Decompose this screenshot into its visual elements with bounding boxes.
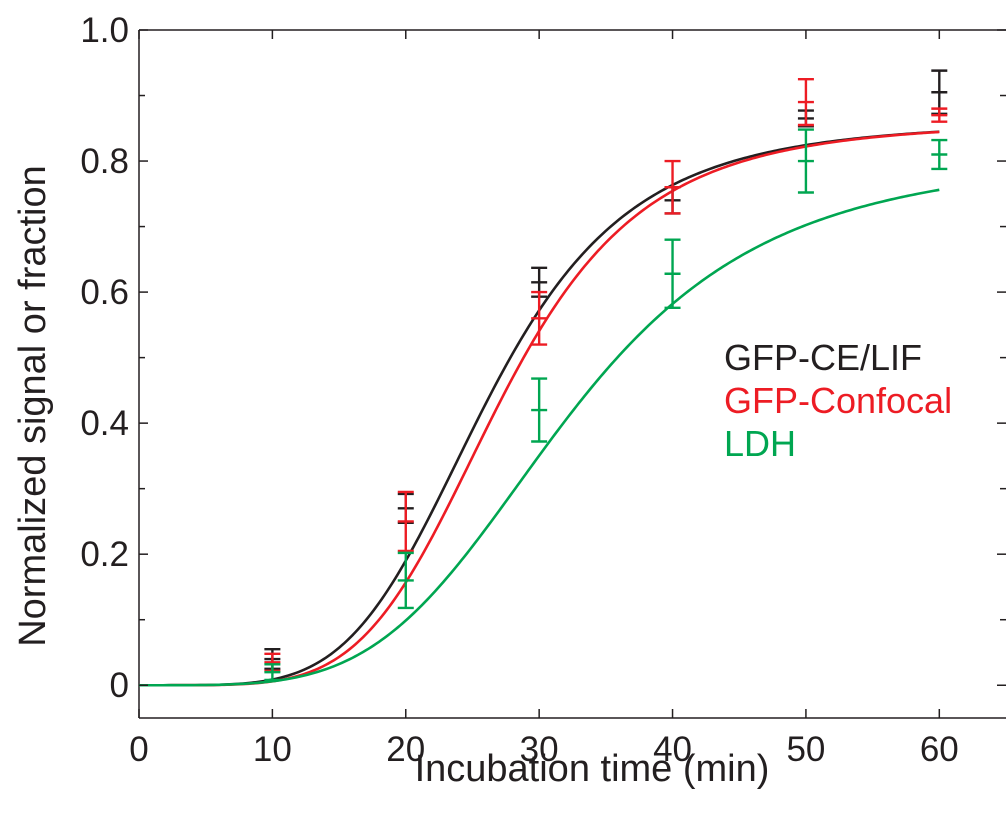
error-bars [264,69,948,682]
x-tick-label: 50 [786,730,825,769]
legend-entry-1: GFP-CE/LIF [724,337,922,378]
error-bar-3-30 [531,377,548,443]
x-tick-label: 30 [520,730,559,769]
error-bar-2-40 [664,159,681,215]
error-bar-3-20 [397,551,414,610]
y-tick-label: 0 [110,666,129,705]
error-bar-2-20 [397,490,414,553]
x-tick-label: 60 [920,730,959,769]
x-tick-label: 40 [653,730,692,769]
error-bar-2-30 [531,290,548,346]
y-tick-label: 0.8 [80,142,129,181]
ticks: 0 10 20 30 40 50 60 0 0.2 0.4 0.6 0.8 1.0 [80,11,1006,769]
y-tick-label: 0.2 [80,535,129,574]
legend-entry-3: LDH [724,423,796,464]
y-tick-label: 0.6 [80,273,129,312]
x-tick-label: 10 [253,730,292,769]
axes [138,29,1006,719]
y-tick-label: 0.4 [80,404,129,443]
x-tick-label: 20 [386,730,425,769]
x-tick-label: 0 [129,730,148,769]
x-axis-label: Incubation time (min) [415,748,770,790]
fit-curve-3 [139,188,940,687]
error-bar-3-40 [664,238,681,310]
y-axis-label: Normalized signal or fraction [12,165,54,647]
y-tick-label: 1.0 [80,11,129,50]
error-bar-2-60 [931,107,948,123]
error-bar-3-60 [931,138,948,171]
error-bar-3-10 [264,663,281,682]
error-bar-3-50 [797,128,814,194]
error-bar-1-60 [931,69,948,116]
legend-entry-2: GFP-Confocal [724,380,952,421]
error-bar-2-50 [797,77,814,127]
